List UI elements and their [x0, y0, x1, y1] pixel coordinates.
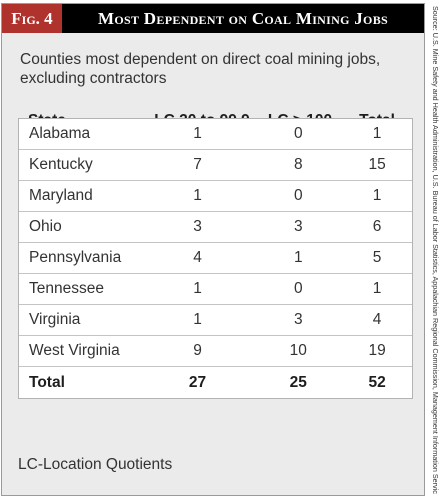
cell-lc20: 4: [193, 249, 202, 266]
table-row: West Virginia 9 10 19: [19, 336, 412, 367]
table-row: Ohio 3 3 6: [19, 212, 412, 243]
cell-total: 5: [372, 249, 382, 266]
figure-label: Fig. 4: [2, 4, 62, 33]
cell-total: 52: [368, 373, 386, 391]
figure-header: Fig. 4 Most Dependent on Coal Mining Job…: [2, 4, 424, 33]
cell-total: 4: [372, 311, 382, 328]
cell-total: 1: [372, 187, 382, 204]
cell-lc100: 3: [293, 311, 303, 328]
table-row: Maryland 1 0 1: [19, 181, 412, 212]
cell-lc100: 8: [293, 156, 303, 173]
cell-state: Kentucky: [29, 156, 93, 173]
table-row: Kentucky 7 8 15: [19, 150, 412, 181]
cell-lc20: 1: [193, 311, 202, 328]
cell-total: 15: [368, 156, 386, 173]
cell-total: 1: [372, 125, 382, 142]
cell-lc100: 3: [293, 218, 303, 235]
data-table: Alabama 1 0 1 Kentucky 7 8 15 Maryland 1 0 1 Ohio 3 3 6…: [18, 118, 413, 399]
cell-state: Ohio: [29, 218, 62, 235]
cell-state: Alabama: [29, 125, 91, 142]
cell-lc20: 1: [193, 125, 202, 142]
cell-total: 1: [372, 280, 382, 297]
cell-total: 6: [372, 218, 382, 235]
cell-lc20: 1: [193, 280, 202, 297]
figure-subtitle: Counties most dependent on direct coal m…: [20, 51, 381, 87]
cell-lc100: 0: [293, 125, 303, 142]
cell-state: Virginia: [29, 311, 81, 328]
cell-state: Maryland: [29, 187, 93, 204]
table-row: Virginia 1 3 4: [19, 305, 412, 336]
table-row: Alabama 1 0 1: [19, 119, 412, 150]
table-row: Tennessee 1 0 1: [19, 274, 412, 305]
cell-state: Pennsylvania: [29, 249, 122, 266]
cell-lc100: 25: [289, 373, 307, 391]
figure-title: Most Dependent on Coal Mining Jobs: [98, 8, 388, 28]
cell-lc20: 7: [193, 156, 202, 173]
cell-lc20: 27: [188, 373, 207, 391]
cell-state: Tennessee: [29, 280, 104, 297]
cell-lc20: 9: [193, 342, 202, 359]
cell-state: Total: [29, 373, 65, 391]
cell-lc100: 0: [293, 280, 303, 297]
cell-lc100: 1: [293, 249, 303, 266]
cell-state: West Virginia: [29, 342, 120, 359]
table-row: Pennsylvania 4 1 5: [19, 243, 412, 274]
footnote: LC-Location Quotients: [18, 456, 173, 473]
cell-lc20: 3: [193, 218, 202, 235]
cell-total: 19: [368, 342, 386, 359]
cell-lc100: 10: [289, 342, 307, 359]
table-total-row: Total 27 25 52: [19, 367, 412, 398]
cell-lc20: 1: [193, 187, 202, 204]
source-note: Source: U.S. Mine Safety and Health Admi…: [431, 6, 440, 494]
cell-lc100: 0: [293, 187, 303, 204]
